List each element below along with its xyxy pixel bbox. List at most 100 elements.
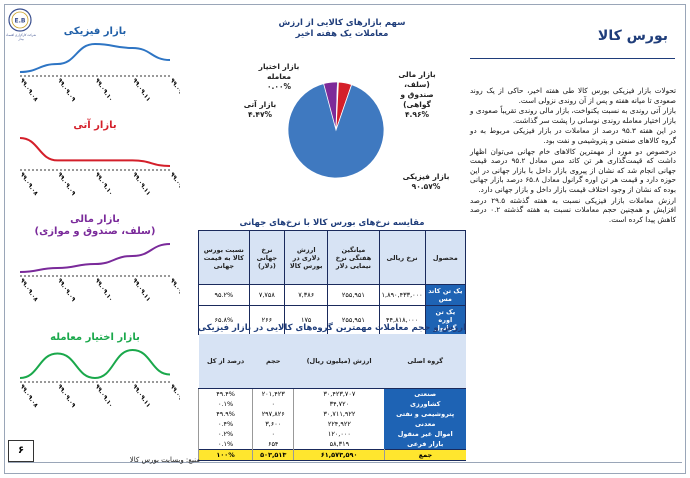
t2-cell: ۲۲۴,۹۲۲ xyxy=(293,418,385,429)
t2-cell: ۳,۶۰۰ xyxy=(252,418,294,429)
sparkline-date-label: ۹۹.۰۹.۱۱ xyxy=(131,277,152,302)
groups-value-table: گروه اصلی ارزش (میلیون ریال) حجم درصد از… xyxy=(197,334,466,461)
t2-cell: پتروشیمی و نفتی xyxy=(384,408,466,419)
sparkline-date-label: ۹۹.۰۹.۱۲ xyxy=(168,77,180,102)
sparkline-date-label: ۹۹.۰۹.۱۰ xyxy=(93,383,114,408)
sparkline-date-label: ۹۹.۰۹.۰۹ xyxy=(56,77,77,102)
t2-cell: ۳۰,۴۲۳,۷۰۷ xyxy=(293,388,385,399)
t2-cell: ۲۹۷,۸۲۶ xyxy=(252,408,294,419)
pie-label-options: بازار اختیار معامله ۰.۰۰% xyxy=(258,62,300,91)
t2-cell: معدنی xyxy=(384,418,466,429)
t1-cell: ۷,۷۵۸ xyxy=(248,284,286,306)
t2-cell: ۵۰۳,۵۱۳ xyxy=(252,448,294,461)
sparkline-series-line xyxy=(19,137,171,167)
logo-caption: شرکت کارگزاری اقتصاد بیدار xyxy=(6,33,36,41)
sparkline-date-label: ۹۹.۰۹.۰۹ xyxy=(56,171,77,196)
t1-cell: ۹۵.۲% xyxy=(198,284,250,306)
sparkline-date-label: ۹۹.۰۹.۰۹ xyxy=(56,383,77,408)
body-paragraph: ارزش معاملات بازار فیزیکی نسبت به هفته گ… xyxy=(470,195,676,224)
t1-header-dollar-value: ارزش دلاری در بورس کالا xyxy=(284,230,329,285)
t2-cell: بازار فرعی xyxy=(384,438,466,449)
sparkline-date-label: ۹۹.۰۹.۱۲ xyxy=(168,171,180,196)
sparkline-title: بازار فیزیکی xyxy=(63,26,127,37)
svg-text:E.B: E.B xyxy=(15,18,26,25)
page-title: بورس کالا xyxy=(597,28,668,44)
t2-cell: ۶۱,۵۷۳,۵۹۰ xyxy=(293,448,385,461)
t2-cell: ۰.۴% xyxy=(197,418,253,429)
t2-cell: ۲۰۱,۴۲۳ xyxy=(252,388,294,399)
t2-body: صنعتی ۳۰,۴۲۳,۷۰۷ ۲۰۱,۴۲۳ ۴۹.۴% کشاورزی ۳۴,۷۲… xyxy=(197,388,466,461)
t1-header-global: نرخ جهانی (دلار) xyxy=(248,230,286,285)
body-text: تحولات بازار فیزیکی بورس کالا طی هفته اخ… xyxy=(470,86,676,225)
t1-cell: ۶۵.۸% xyxy=(198,305,250,335)
sparkline-series-line xyxy=(19,348,171,380)
page-number: ۶ xyxy=(8,440,34,462)
sparkline-date-label: ۹۹.۰۹.۰۹ xyxy=(56,277,77,302)
sparkline-chart: ۹۹.۰۹.۰۸ ۹۹.۰۹.۰۹ ۹۹.۰۹.۱۰ ۹۹.۰۹.۱۱ ۹۹.۰۹.۱۲ xyxy=(18,348,180,408)
sparkline-title: بازار اختیار معامله xyxy=(50,332,140,343)
sparkline-title: بازار مالی xyxy=(70,214,120,225)
t1-header-nima: میانگین هفتگی نرخ نیمایی دلار xyxy=(327,230,380,285)
t1-cell: ۱۷۵ xyxy=(284,305,329,335)
footer-divider xyxy=(8,462,682,463)
t1-header-rial: نرخ ریالی xyxy=(378,230,426,285)
sparkline-date-label: ۹۹.۰۹.۱۰ xyxy=(93,171,114,196)
t1-cell: ۱,۸۹۰,۴۳۳,۰۰۰ xyxy=(378,284,426,306)
table-row: اموال غیر منقول ۱۲۰,۰۰۰ ۰ ۰.۲% xyxy=(197,428,466,439)
t2-cell: ۶۵۴ xyxy=(252,438,294,449)
table-row: بازار فرعی ۵۸,۳۱۹ ۶۵۴ ۰.۱% xyxy=(197,438,466,449)
t2-cell: اموال غیر منقول xyxy=(384,428,466,439)
t2-cell: کشاورزی xyxy=(384,398,466,409)
table-row: یک تن کاتد مس ۱,۸۹۰,۴۳۳,۰۰۰ ۲۵۵,۹۵۱ ۷,۳۸… xyxy=(198,284,467,306)
t1-cell: ۷,۳۸۶ xyxy=(284,284,329,306)
t2-cell: ۴۹.۴% xyxy=(197,388,253,399)
t2-cell: جمع xyxy=(383,448,466,461)
t2-cell: ۴۹.۹% xyxy=(197,408,253,419)
sparkline-series-line xyxy=(19,243,171,273)
sparkline-date-label: ۹۹.۰۹.۰۸ xyxy=(18,383,39,408)
pie-title: سهم بازارهای کالایی از ارزش معاملات یک ه… xyxy=(278,18,406,39)
sparkline-date-label: ۹۹.۰۹.۱۰ xyxy=(93,277,114,302)
body-paragraph: تحولات بازار فیزیکی بورس کالا طی هفته اخ… xyxy=(470,86,676,105)
sparkline-date-label: ۹۹.۰۹.۰۸ xyxy=(18,277,39,302)
pie-slice xyxy=(287,83,385,179)
page-frame xyxy=(4,4,686,474)
t1-cell: یک تن کاتد مس xyxy=(424,284,467,306)
t2-cell: ۱۲۰,۰۰۰ xyxy=(293,428,385,439)
sparkline-date-label: ۹۹.۰۹.۱۱ xyxy=(131,171,152,196)
t1-header-product: محصول xyxy=(424,230,467,285)
sparkline-chart: ۹۹.۰۹.۰۸ ۹۹.۰۹.۰۹ ۹۹.۰۹.۱۰ ۹۹.۰۹.۱۱ ۹۹.۰۹.۱۲ xyxy=(18,42,180,102)
t1-cell: ۲۵۵,۹۵۱ xyxy=(327,284,380,306)
body-paragraph: بازار آتی روندی به نسبت یکنواخت، بازار م… xyxy=(470,106,676,125)
t2-cell: ۳۴,۷۲۰ xyxy=(293,398,385,409)
t2-cell: ۰.۱% xyxy=(197,398,253,409)
kargozari-logo: E.B xyxy=(8,8,32,32)
t2-cell: صنعتی xyxy=(384,388,466,399)
sparkline-date-label: ۹۹.۰۹.۱۱ xyxy=(131,77,152,102)
t1-cell: ۲۵۵,۹۵۱ xyxy=(327,305,380,335)
t1-cell: یک تن اوره گرانول xyxy=(424,305,467,335)
table1-title: مقایسه نرخ‌های بورس کالا با نرخ‌های جهان… xyxy=(239,218,425,228)
title-divider xyxy=(470,58,675,59)
sparkline-date-label: ۹۹.۰۹.۱۲ xyxy=(168,383,180,408)
t2-cell: ۰ xyxy=(252,398,294,409)
sparkline-date-label: ۹۹.۰۹.۱۰ xyxy=(93,77,114,102)
t2-cell: ۳۰,۷۱۱,۹۲۲ xyxy=(293,408,385,419)
t2-cell: ۰ xyxy=(252,428,294,439)
t2-cell: ۱۰۰% xyxy=(197,448,253,461)
sparkline-chart: ۹۹.۰۹.۰۸ ۹۹.۰۹.۰۹ ۹۹.۰۹.۱۰ ۹۹.۰۹.۱۱ ۹۹.۰۹.۱۲ xyxy=(18,137,180,196)
pie-label-physical: بازار فیزیکی ۹۰.۵۷% xyxy=(402,172,450,191)
sparkline-subtitle: (سلف، صندوق و موازی) xyxy=(34,226,156,237)
t2-header-percent: درصد از کل xyxy=(198,334,253,389)
sparkline-date-label: ۹۹.۰۹.۱۲ xyxy=(168,277,180,302)
table-row: پتروشیمی و نفتی ۳۰,۷۱۱,۹۲۲ ۲۹۷,۸۲۶ ۴۹.۹% xyxy=(197,408,466,419)
table-row: صنعتی ۳۰,۴۲۳,۷۰۷ ۲۰۱,۴۲۳ ۴۹.۴% xyxy=(197,388,466,399)
pie-chart xyxy=(287,81,385,179)
t1-header-ratio: نسبت بورس کالا به قیمت جهانی xyxy=(198,230,250,285)
body-paragraph: درخصوص دو مورد از مهمترین کالاهای خام جه… xyxy=(470,146,677,194)
price-comparison-table: محصول نرخ ریالی میانگین هفتگی نرخ نیمایی… xyxy=(198,230,467,335)
t2-header-volume: حجم xyxy=(252,334,294,389)
table2-title: ارزش و حجم معاملات مهمترین گروه‌های کالا… xyxy=(197,323,466,333)
table-row: یک تن اوره گرانول ۴۴,۸۱۸,۰۰۰ ۲۵۵,۹۵۱ ۱۷۵… xyxy=(198,305,467,335)
source-note: منبع: وبسایت بورس کالا xyxy=(129,456,200,464)
